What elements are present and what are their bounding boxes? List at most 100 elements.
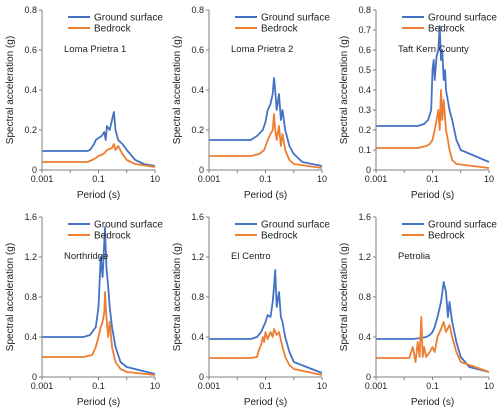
y-tick-label: 0.4	[191, 85, 204, 95]
y-tick-label: 1.2	[358, 252, 371, 262]
y-tick-label: 0.6	[191, 45, 204, 55]
x-tick-label: 10	[317, 381, 327, 391]
x-tick-label: 10	[150, 381, 160, 391]
legend-label: Ground surface	[261, 13, 330, 24]
legend-label: Ground surface	[94, 13, 163, 24]
x-tick-label: 10	[317, 174, 327, 184]
y-tick-label: 0	[32, 165, 37, 175]
record-name-label: Loma Prietra 1	[64, 44, 126, 55]
y-tick-label: 0	[366, 165, 371, 175]
x-tick-label: 10	[484, 174, 494, 184]
series-line-ground-surface	[209, 269, 323, 374]
legend-label: Ground surface	[428, 220, 497, 231]
series-line-bedrock	[209, 328, 323, 376]
y-tick-label: 0.7	[358, 25, 371, 35]
y-tick-label: 0	[32, 372, 37, 382]
y-tick-label: 0.4	[358, 85, 371, 95]
y-tick-label: 0.4	[24, 332, 37, 342]
x-axis-label: Period (s)	[244, 190, 287, 201]
legend-label: Bedrock	[94, 24, 132, 35]
y-tick-label: 0.1	[358, 145, 371, 155]
y-axis-label: Spectral acceleration (g)	[172, 243, 183, 351]
x-tick-label: 0.001	[365, 381, 388, 391]
legend-label: Bedrock	[94, 231, 132, 242]
y-axis-label: Spectral acceleration (g)	[339, 36, 350, 144]
y-tick-label: 0.4	[191, 332, 204, 342]
record-name-label: El Centro	[231, 251, 271, 262]
legend-label: Ground surface	[428, 13, 497, 24]
y-tick-label: 0.8	[24, 292, 37, 302]
y-tick-label: 0.2	[358, 125, 371, 135]
x-axis-label: Period (s)	[244, 397, 287, 408]
series-line-bedrock	[376, 316, 490, 373]
x-tick-label: 0.001	[198, 381, 221, 391]
y-tick-label: 0.2	[24, 125, 37, 135]
x-tick-label: 0.001	[365, 174, 388, 184]
y-tick-label: 0.6	[358, 45, 371, 55]
x-tick-label: 0.001	[31, 174, 54, 184]
y-axis-label: Spectral acceleration (g)	[339, 243, 350, 351]
y-tick-label: 1.6	[24, 212, 37, 222]
x-tick-label: 0.001	[31, 381, 54, 391]
x-tick-label: 0.001	[198, 174, 221, 184]
series-line-ground-surface	[209, 77, 323, 167]
x-tick-label: 10	[484, 381, 494, 391]
series-line-ground-surface	[376, 281, 490, 373]
y-tick-label: 0.8	[24, 5, 37, 15]
chart-panel: 0 0.2 0.4 0.6 0.8 0.001 0.1 10 Period (s) Spectra…	[5, 5, 163, 201]
y-tick-label: 0.8	[358, 5, 371, 15]
x-axis-label: Period (s)	[411, 190, 454, 201]
y-tick-label: 0.2	[191, 125, 204, 135]
y-tick-label: 0.3	[358, 105, 371, 115]
y-tick-label: 0.8	[191, 292, 204, 302]
y-axis-label: Spectral acceleration (g)	[5, 36, 16, 144]
y-tick-label: 0.8	[358, 292, 371, 302]
x-axis-label: Period (s)	[77, 397, 120, 408]
chart-panel: 0 0.4 0.8 1.2 1.6 0.001 0.1 10 Period (s) Spectra…	[339, 212, 497, 408]
x-tick-label: 0.1	[426, 381, 439, 391]
record-name-label: Petrolia	[398, 251, 431, 262]
y-axis-label: Spectral acceleration (g)	[172, 36, 183, 144]
y-tick-label: 0.8	[191, 5, 204, 15]
y-tick-label: 0	[199, 372, 204, 382]
legend-label: Bedrock	[428, 24, 466, 35]
record-name-label: Northridge	[64, 251, 108, 262]
y-tick-label: 1.6	[191, 212, 204, 222]
series-line-ground-surface	[376, 25, 490, 163]
legend-label: Bedrock	[261, 24, 299, 35]
y-tick-label: 1.6	[358, 212, 371, 222]
x-tick-label: 0.1	[259, 381, 272, 391]
series-line-ground-surface	[42, 226, 156, 375]
y-tick-label: 0.6	[24, 45, 37, 55]
x-axis-label: Period (s)	[411, 397, 454, 408]
y-tick-label: 1.2	[24, 252, 37, 262]
record-name-label: Taft Kern County	[398, 44, 469, 55]
chart-panel: 0 0.4 0.8 1.2 1.6 0.001 0.1 10 Period (s) Spectra…	[5, 212, 163, 408]
series-line-bedrock	[209, 113, 323, 169]
series-line-bedrock	[376, 89, 490, 169]
y-tick-label: 0.4	[358, 332, 371, 342]
y-tick-label: 1.2	[191, 252, 204, 262]
y-tick-label: 0.4	[24, 85, 37, 95]
y-tick-label: 0	[366, 372, 371, 382]
y-tick-label: 0.5	[358, 65, 371, 75]
x-tick-label: 0.1	[259, 174, 272, 184]
y-tick-label: 0	[199, 165, 204, 175]
x-tick-label: 0.1	[92, 381, 105, 391]
series-line-ground-surface	[42, 111, 156, 167]
series-line-bedrock	[42, 291, 156, 376]
legend-label: Bedrock	[428, 231, 466, 242]
series-line-bedrock	[42, 143, 156, 168]
record-name-label: Loma Prietra 2	[231, 44, 293, 55]
legend-label: Ground surface	[94, 220, 163, 231]
x-axis-label: Period (s)	[77, 190, 120, 201]
legend-label: Ground surface	[261, 220, 330, 231]
x-tick-label: 0.1	[426, 174, 439, 184]
chart-panel: 0 0.2 0.4 0.6 0.8 0.001 0.1 10 Period (s) Spectra…	[172, 5, 330, 201]
y-axis-label: Spectral acceleration (g)	[5, 243, 16, 351]
chart-panel: 0 0.1 0.2 0.3 0.4 0.5 0.6 0.7 0.8 0.001 0.1 10 Perio…	[339, 5, 497, 201]
x-tick-label: 10	[150, 174, 160, 184]
legend-label: Bedrock	[261, 231, 299, 242]
chart-panel: 0 0.4 0.8 1.2 1.6 0.001 0.1 10 Period (s) Spectra…	[172, 212, 330, 408]
